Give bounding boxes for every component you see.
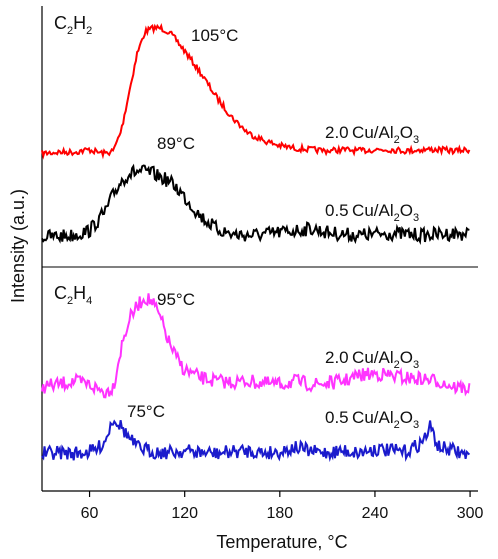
peak-label-c2h2-0.5: 89°C	[157, 134, 195, 153]
x-tick-label: 180	[266, 505, 293, 522]
x-tick-label: 120	[171, 505, 198, 522]
x-ticks: 60 120 180 240 300	[81, 491, 484, 522]
x-tick-label: 300	[457, 505, 484, 522]
series-label-c2h2-0.5: 0.5 Cu/Al2O3	[325, 201, 419, 224]
peak-label-c2h4-2.0: 95°C	[157, 290, 195, 309]
panel-2-label: C2H4	[54, 283, 92, 307]
y-axis-label: Intensity (a.u.)	[8, 189, 28, 303]
panel-1-label: C2H2	[54, 13, 92, 37]
series-line-c2h4-2.0	[41, 293, 471, 399]
series-label-c2h4-2.0: 2.0 Cu/Al2O3	[325, 348, 419, 371]
x-axis-label: Temperature, °C	[216, 532, 347, 552]
x-tick-label: 240	[362, 505, 389, 522]
series-label-c2h4-0.5: 0.5 Cu/Al2O3	[325, 408, 419, 431]
peak-label-c2h4-0.5: 75°C	[127, 402, 165, 421]
series-line-c2h2-2.0	[41, 22, 471, 160]
peak-label-c2h2-2.0: 105°C	[191, 26, 238, 45]
series-line-c2h4-0.5	[41, 419, 471, 463]
series-line-c2h2-0.5	[41, 163, 470, 245]
x-tick-label: 60	[81, 505, 99, 522]
series-label-c2h2-2.0: 2.0 Cu/Al2O3	[325, 123, 419, 146]
